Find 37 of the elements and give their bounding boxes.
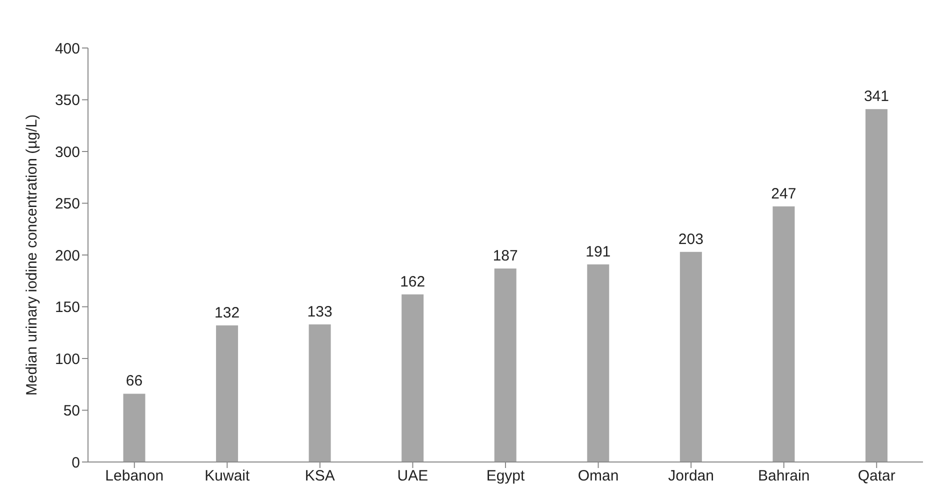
- y-tick-label: 250: [54, 196, 80, 213]
- data-label: 341: [864, 88, 889, 106]
- bar: [402, 294, 424, 462]
- x-tick-label: UAE: [397, 468, 428, 485]
- data-label: 191: [586, 243, 611, 260]
- bar: [123, 394, 146, 462]
- bar: [216, 325, 238, 462]
- y-tick-label: 150: [54, 299, 80, 316]
- x-tick-label: Lebanon: [105, 468, 164, 485]
- data-label: 162: [400, 273, 426, 290]
- y-tick-label: 0: [72, 454, 80, 472]
- x-tick-label: Oman: [578, 468, 619, 485]
- bar: [772, 206, 795, 462]
- data-label: 133: [307, 303, 332, 320]
- y-tick-label: 200: [54, 247, 80, 264]
- bar: [494, 268, 516, 462]
- y-tick-label: 300: [54, 144, 80, 161]
- y-tick-label: 400: [54, 40, 80, 58]
- x-tick-label: Egypt: [486, 468, 526, 485]
- x-tick-label: Bahrain: [758, 468, 810, 485]
- bar: [680, 252, 702, 462]
- bar: [865, 109, 888, 462]
- bar: [587, 264, 610, 462]
- data-label: 66: [126, 372, 143, 390]
- bar: [308, 324, 331, 462]
- x-tick-label: Qatar: [858, 468, 896, 485]
- x-tick-label: KSA: [304, 468, 335, 485]
- y-tick-label: 350: [54, 92, 80, 110]
- x-tick-label: Jordan: [668, 468, 714, 485]
- data-label: 203: [678, 230, 704, 248]
- data-label: 247: [771, 185, 796, 202]
- data-label: 132: [214, 304, 240, 322]
- y-axis-title: Median urinary iodine concentration (µg/L): [23, 114, 40, 396]
- data-label: 187: [492, 247, 518, 264]
- y-tick-label: 50: [63, 402, 80, 420]
- x-tick-label: Kuwait: [204, 468, 251, 485]
- y-tick-label: 100: [54, 350, 80, 368]
